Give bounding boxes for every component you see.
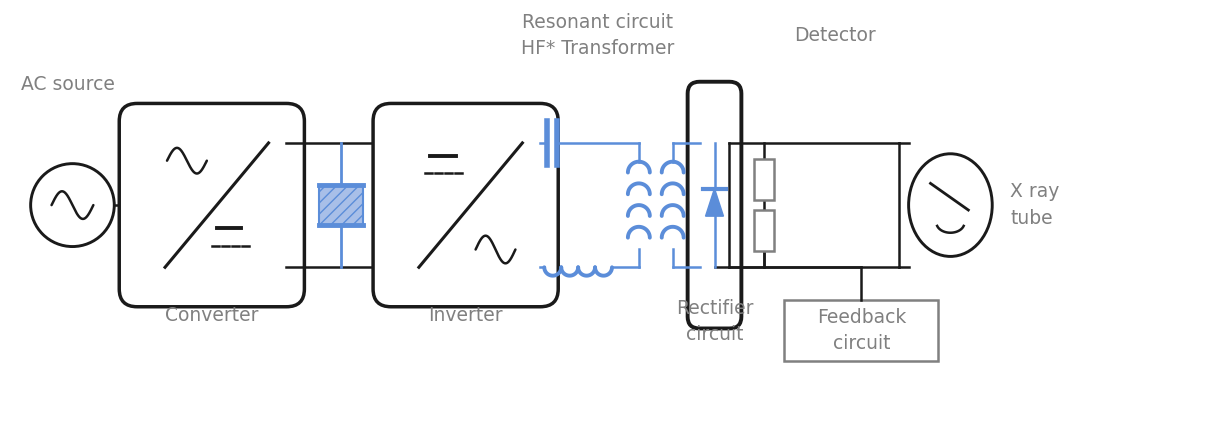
FancyBboxPatch shape: [687, 82, 742, 329]
Text: Inverter: Inverter: [429, 306, 503, 325]
Bar: [319, 185, 363, 225]
Text: Detector: Detector: [794, 26, 875, 45]
Text: X ray
tube: X ray tube: [1010, 182, 1060, 228]
Polygon shape: [705, 189, 724, 216]
Text: AC source: AC source: [21, 75, 114, 94]
Text: Feedback
circuit: Feedback circuit: [817, 308, 906, 353]
Text: Resonant circuit
HF* Transformer: Resonant circuit HF* Transformer: [521, 13, 674, 58]
Text: Rectifier
circuit: Rectifier circuit: [676, 299, 753, 344]
FancyBboxPatch shape: [373, 103, 558, 307]
FancyBboxPatch shape: [119, 103, 305, 307]
Bar: [754, 159, 775, 200]
Text: Converter: Converter: [165, 306, 259, 325]
FancyBboxPatch shape: [784, 300, 938, 361]
Bar: [754, 210, 775, 252]
Bar: [319, 185, 363, 225]
